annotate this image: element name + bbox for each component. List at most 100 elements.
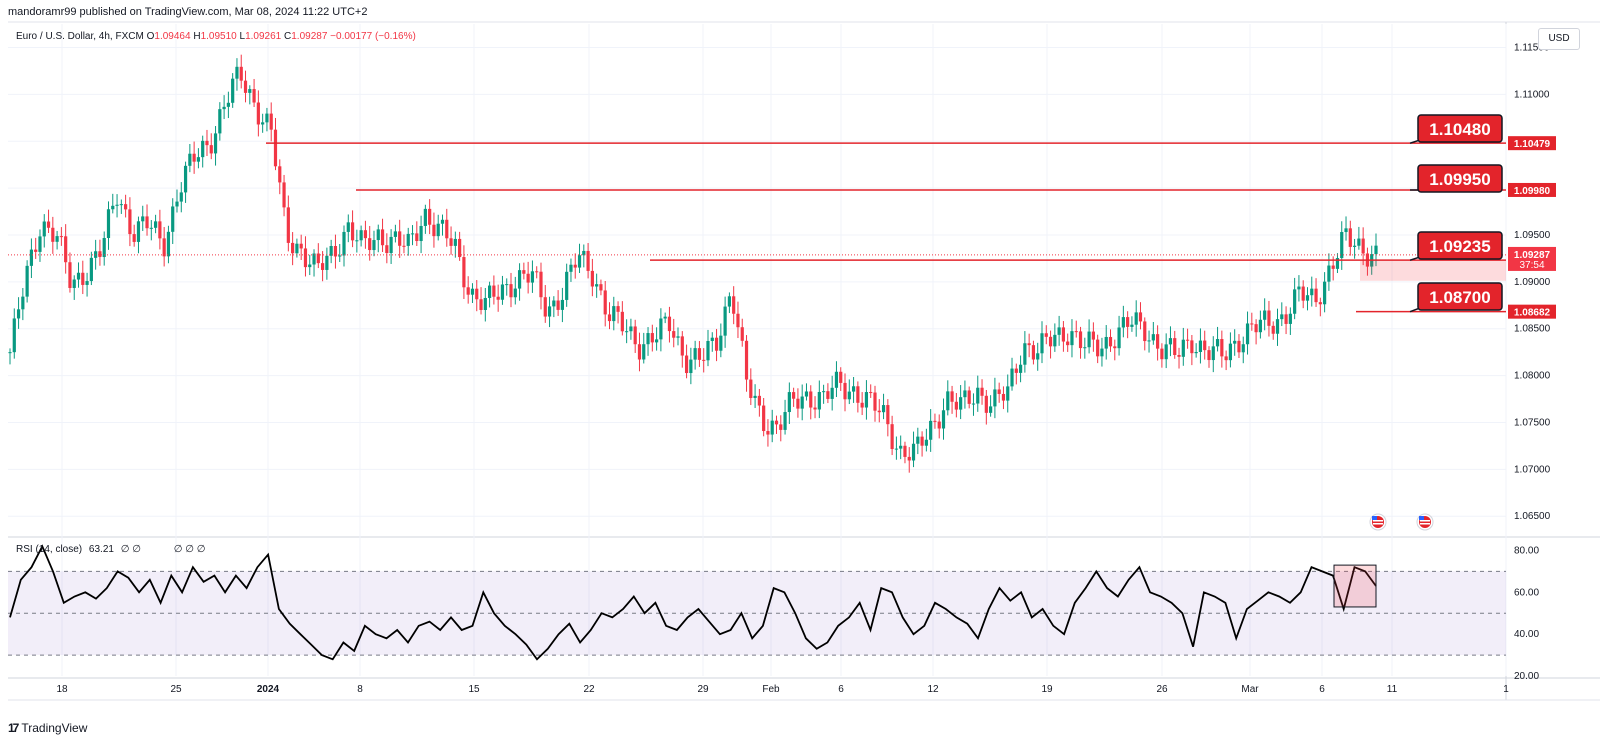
candle-body xyxy=(1198,340,1203,352)
candle-body xyxy=(1053,334,1057,347)
candle-body xyxy=(595,284,599,287)
symbol-name[interactable]: Euro / U.S. Dollar, 4h, FXCM xyxy=(16,31,144,42)
candle-body xyxy=(916,436,920,444)
brand-name: TradingView xyxy=(21,721,88,735)
price-tick-label: 1.09500 xyxy=(1514,230,1551,241)
candle-body xyxy=(402,245,406,247)
candle-body xyxy=(1156,334,1160,349)
candle-body xyxy=(1018,364,1023,373)
price-tick-label: 1.11500 xyxy=(1514,42,1550,53)
rsi-label[interactable]: RSI (14, close) xyxy=(16,544,83,555)
candle-body xyxy=(261,122,265,125)
candle-body xyxy=(860,402,864,408)
candle-body xyxy=(445,219,449,239)
candle-body xyxy=(749,379,753,398)
time-axis[interactable]: 18 25 2024 8 15 22 29 Feb 6 12 19 26 Mar 6 11 1 xyxy=(56,684,1509,695)
price-tick-label: 1.08000 xyxy=(1514,371,1551,382)
level-callout-label: 1.09950 xyxy=(1429,170,1490,189)
candle-body xyxy=(278,166,282,183)
candle-body xyxy=(569,264,573,272)
candle-body xyxy=(1318,302,1322,305)
candle-body xyxy=(1164,344,1168,360)
candle-body xyxy=(141,216,145,222)
candle-body xyxy=(81,272,85,285)
time-tick-label: 11 xyxy=(1387,684,1398,695)
candle-body xyxy=(325,255,329,270)
candle-body xyxy=(547,306,552,317)
candle-body xyxy=(997,389,1001,394)
candle-body xyxy=(355,240,359,242)
candle-body xyxy=(85,281,89,285)
candle-body xyxy=(393,231,397,237)
currency-button[interactable]: USD xyxy=(1538,28,1580,50)
candle-body xyxy=(967,390,971,404)
candle-body xyxy=(252,89,256,103)
candle-body xyxy=(586,250,590,271)
candle-body xyxy=(1113,346,1117,349)
candle-body xyxy=(89,257,93,282)
candle-body xyxy=(16,309,21,319)
candle-body xyxy=(642,344,646,360)
candle-body xyxy=(839,371,843,383)
time-tick-label: 26 xyxy=(1156,684,1168,695)
candle-body xyxy=(535,271,539,273)
candle-body xyxy=(1357,238,1361,246)
candle-body xyxy=(1181,339,1185,357)
price-levels: 1.10480 1.09950 1.09235 1.08700 xyxy=(8,114,1506,313)
candle-body xyxy=(458,238,462,258)
rsi-line xyxy=(9,544,1377,661)
candle-body xyxy=(406,233,410,246)
candle-body xyxy=(350,222,355,241)
candle-body xyxy=(830,387,834,399)
candle-body xyxy=(1031,345,1036,360)
level-callout-box xyxy=(1417,282,1503,311)
time-tick-label: 22 xyxy=(583,684,595,695)
candle-body xyxy=(1177,355,1181,357)
candle-body xyxy=(971,403,976,405)
candle-body xyxy=(380,229,385,246)
candle-body xyxy=(899,445,903,449)
candle-body xyxy=(1340,232,1344,259)
candle-body xyxy=(42,221,46,237)
candle-body xyxy=(616,306,620,312)
candle-body xyxy=(496,296,500,300)
candle-body xyxy=(907,456,911,461)
candle-body xyxy=(779,424,783,430)
candle-body xyxy=(68,262,72,288)
price-axis[interactable]: 1.115001.110001.105001.100001.095001.090… xyxy=(1508,42,1556,522)
candle-body xyxy=(817,391,821,410)
candle-body xyxy=(145,216,149,229)
candle-body xyxy=(1267,310,1271,326)
event-markers[interactable] xyxy=(1369,513,1434,531)
candle-body xyxy=(192,153,196,162)
flag-canton xyxy=(1372,516,1377,520)
candle-body xyxy=(466,287,470,295)
candle-body xyxy=(672,331,676,338)
candle-body xyxy=(1263,310,1267,320)
time-tick-label: 2024 xyxy=(257,684,280,695)
candle-body xyxy=(76,272,81,280)
candle-body xyxy=(329,245,333,256)
candle-body xyxy=(993,389,997,407)
high-value: 1.09510 xyxy=(200,31,237,42)
candle-body xyxy=(843,382,847,400)
candle-body xyxy=(766,431,770,435)
candle-body xyxy=(509,284,513,298)
candle-body xyxy=(1310,288,1314,296)
footer-brand[interactable]: 17 TradingView xyxy=(8,721,87,735)
candle-body xyxy=(1138,312,1143,322)
candle-body xyxy=(890,424,894,450)
candle-body xyxy=(64,236,68,263)
candle-body xyxy=(637,344,642,360)
candle-body xyxy=(128,209,132,235)
candle-body xyxy=(684,355,689,374)
candle-body xyxy=(1121,317,1125,328)
candle-body xyxy=(744,340,749,380)
candle-body xyxy=(428,208,432,225)
candle-body xyxy=(1275,319,1280,334)
candle-body xyxy=(1211,346,1215,361)
candle-body xyxy=(822,391,826,393)
candle-body xyxy=(864,392,869,408)
candle-body xyxy=(398,231,402,246)
